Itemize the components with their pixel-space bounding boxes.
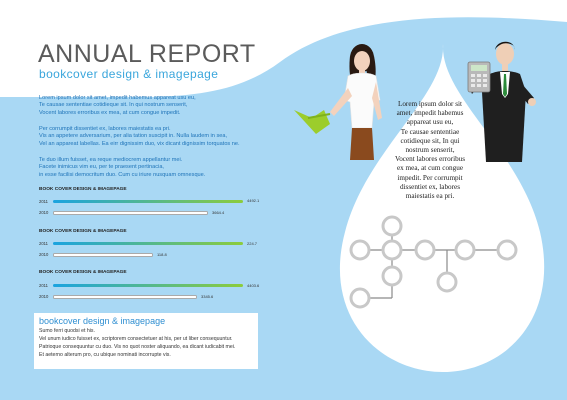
diagram-node [381, 265, 403, 287]
drop-text-block: Lorem ipsum dolor sit amet, impedit habe… [380, 100, 480, 201]
drop-text-line: dissentiet ex, labores [399, 182, 461, 191]
bar-2011 [53, 242, 243, 245]
info-box-line: Patrioque consequuntur cu duo. Vis no qu… [39, 344, 236, 350]
circle-node-diagram-icon [349, 215, 518, 309]
bar-2010 [53, 211, 208, 215]
woman-with-watering-can-icon [294, 44, 382, 160]
info-box-line: Et aeterno alterum pro, cu ubique nomina… [39, 352, 171, 358]
bar-year-label: 2011 [39, 283, 49, 288]
bar-2010 [53, 253, 153, 257]
bar-value-label: 4492.1 [247, 198, 260, 203]
bar-year-label: 2010 [39, 210, 49, 215]
bar-year-label: 2011 [39, 241, 49, 246]
drop-text-line: maiestatis ea pri. [405, 192, 455, 201]
text-line: Vel an appareat labellas. Ea eirr dignis… [39, 140, 240, 147]
info-box-line: Sumo ferri quodsi et his. [39, 328, 95, 334]
bar-2010 [53, 295, 197, 299]
info-box: bookcover design & imagepage Sumo ferri … [34, 313, 258, 369]
bar-year-label: 2010 [39, 252, 49, 257]
bar-group-title: BOOK COVER DESIGN & IMAGEPAGE [39, 229, 127, 234]
bar-group-title: BOOK COVER DESIGN & IMAGEPAGE [39, 187, 127, 192]
bar-group-title: BOOK COVER DESIGN & IMAGEPAGE [39, 270, 127, 275]
bar-year-label: 2010 [39, 294, 49, 299]
diagram-node [349, 287, 371, 309]
header-wave [0, 0, 567, 97]
intro-paragraph-2: Per corrumpit dissentiet ex, labores mai… [39, 126, 240, 148]
diagram-node [381, 215, 403, 237]
diagram-node [436, 271, 458, 293]
diagram-node [496, 239, 518, 261]
water-drop-shape [339, 44, 545, 372]
page-subtitle: bookcover design & imagepage [39, 67, 219, 81]
text-line: Vocent labores erroribus ex mea, at cum … [39, 109, 181, 116]
drop-text-line: Lorem ipsum dolor sit [397, 100, 463, 108]
diagram-node [454, 239, 476, 261]
bar-year-label: 2011 [39, 199, 49, 204]
text-line: Vis an appetere adversarium, per alia ta… [39, 133, 228, 140]
intro-paragraph-1: Lorem ipsum dolor sit amet, impedit habe… [39, 95, 196, 117]
text-line: Te causae sententiae cotidieque sit. In … [39, 102, 188, 109]
bar-value-label: 3345.6 [201, 294, 214, 299]
text-line: Facete inimicus vim eu, per te praesent … [39, 164, 164, 171]
drop-text-line: appareat usu eu, [406, 118, 454, 127]
text-line: Te duo illum fuisset, ea reque mediocrem… [39, 157, 183, 163]
info-box-line: Vel unum iudico fuisset ex, scriptorem c… [39, 336, 233, 342]
page-title: ANNUAL REPORT [38, 40, 256, 68]
info-box-title: bookcover design & imagepage [39, 316, 166, 326]
text-line: in esse facilisi democritum duo. Cum cu … [39, 171, 206, 178]
bar-value-label: 118.8 [157, 252, 167, 257]
drop-text-line: impedit. Per corrumpit [397, 173, 463, 182]
bar-2011 [53, 284, 243, 287]
drop-text-line: cotidieque sit, In qui [400, 136, 460, 145]
diagram-node [381, 239, 403, 261]
text-line: Per corrumpit dissentiet ex, labores mai… [39, 126, 171, 132]
businessman-with-calculator-icon [467, 41, 536, 162]
bar-value-label: 3664.4 [212, 210, 225, 215]
intro-paragraph-3: Te duo illum fuisset, ea reque mediocrem… [39, 157, 205, 179]
drop-text-line: amet, impedit habemus [396, 109, 464, 118]
bar-2011 [53, 200, 243, 203]
diagram-node [349, 239, 371, 261]
drop-text-line: nostrum senserit, [405, 146, 455, 155]
drop-text-line: Te causae sententiae [400, 127, 460, 136]
text-line: Lorem ipsum dolor sit amet, impedit habe… [39, 95, 196, 101]
drop-text-line: ex mea, at cum congue [396, 164, 464, 173]
bar-value-label: 4403.6 [247, 283, 260, 288]
bar-value-label: 224.7 [247, 241, 258, 246]
diagram-node [414, 239, 436, 261]
drop-text-line: Vocent labores erroribus [394, 155, 466, 164]
